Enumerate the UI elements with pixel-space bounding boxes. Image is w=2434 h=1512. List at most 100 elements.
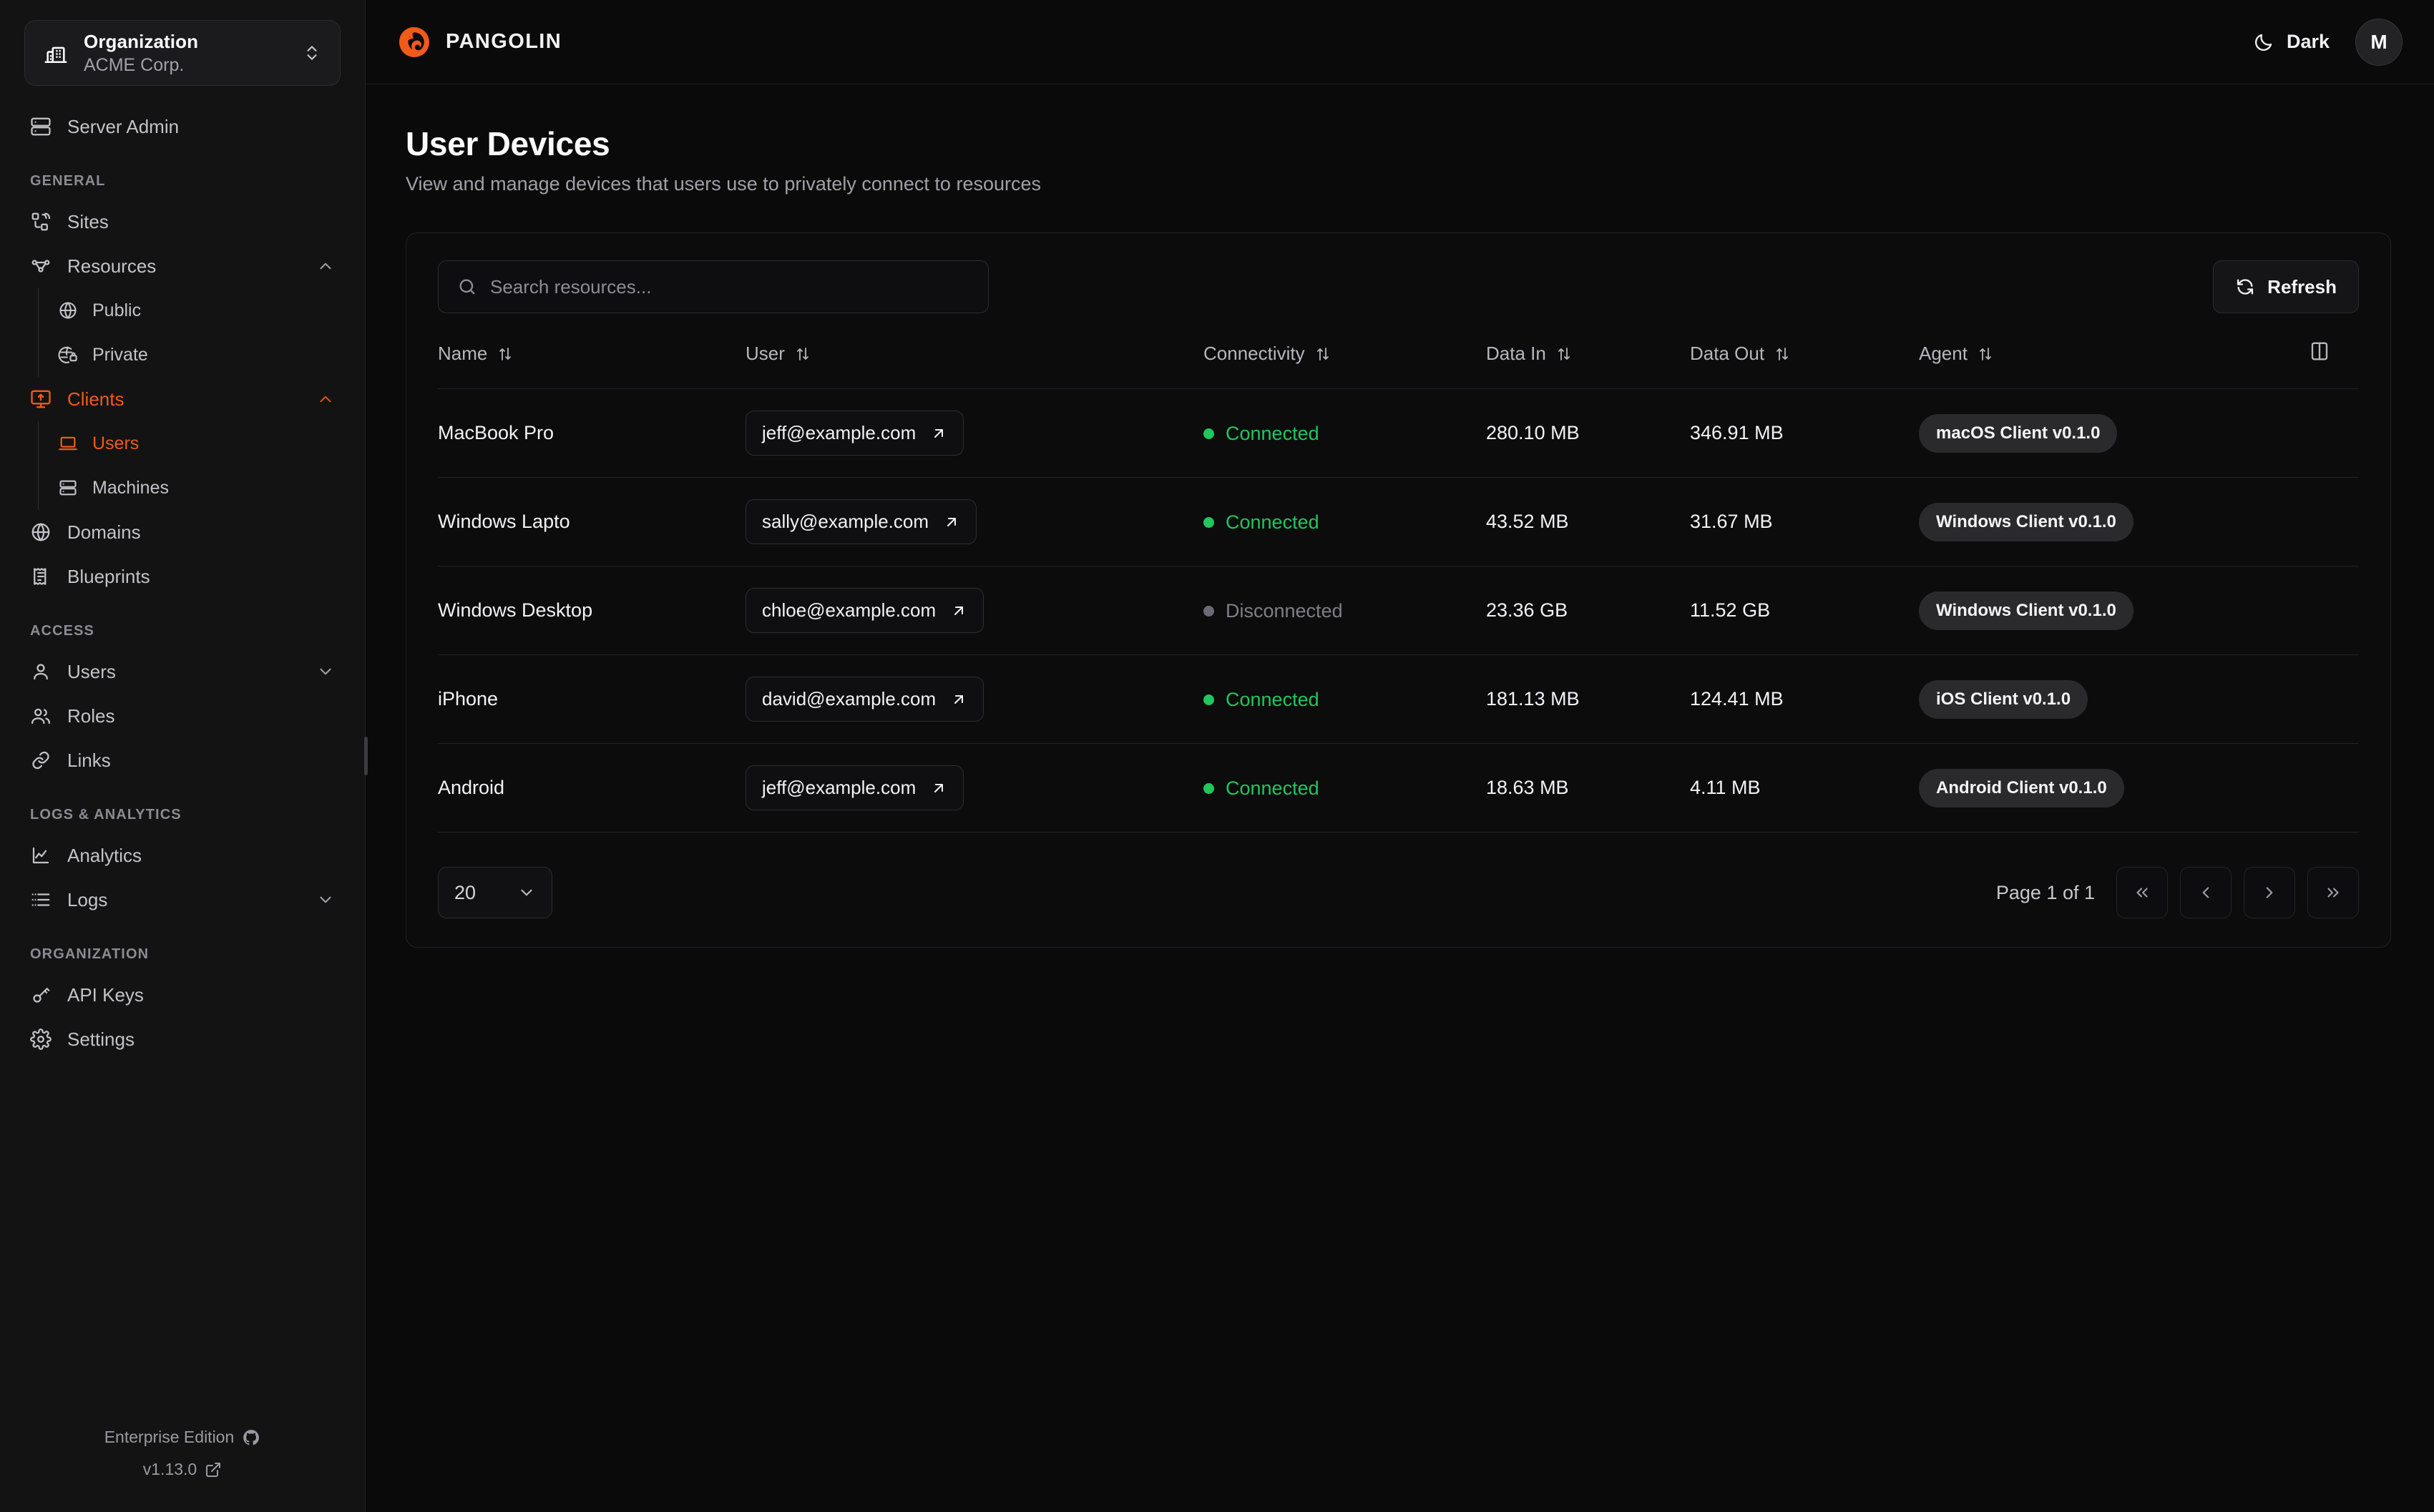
sidebar: Organization ACME Corp. Server Admin [0,0,368,1512]
external-arrow-icon [930,780,947,797]
page-title: User Devices [406,125,610,162]
sidebar-item-blueprints[interactable]: Blueprints [24,554,341,599]
avatar[interactable]: M [2355,18,2403,66]
agent-badge: iOS Client v0.1.0 [1919,679,2088,719]
user-link[interactable]: david@example.com [746,677,984,722]
sidebar-nav: Server Admin GENERAL Sites [0,104,365,1061]
cell-tools [2309,388,2359,478]
sidebar-item-server-admin[interactable]: Server Admin [24,104,341,149]
sidebar-item-resources[interactable]: Resources [24,244,341,288]
next-page-button[interactable] [2244,867,2295,918]
user-link[interactable]: jeff@example.com [746,765,964,810]
sidebar-item-machines[interactable]: Machines [52,466,341,510]
first-page-button[interactable] [2116,867,2168,918]
cell-tools [2309,743,2359,833]
chevron-down-icon[interactable] [316,890,335,909]
sidebar-item-api-keys[interactable]: API Keys [24,973,341,1017]
column-header-data-in: Data In [1486,340,1690,389]
columns-icon[interactable] [2309,340,2330,362]
globe-icon [30,521,52,543]
sidebar-item-label: Analytics [67,844,142,866]
sidebar-item-private[interactable]: Private [52,333,341,377]
cell-agent: Windows Client v0.1.0 [1919,477,2309,566]
devices-table: Name User [438,340,2359,833]
chevron-up-icon[interactable] [316,390,335,408]
status-label: Disconnected [1226,599,1343,622]
user-link[interactable]: chloe@example.com [746,588,984,633]
status-badge: Connected [1203,511,1319,534]
chevron-down-icon[interactable] [316,662,335,681]
search-input[interactable] [490,275,969,298]
cell-connectivity: Connected [1203,743,1486,833]
page-subtitle: View and manage devices that users use t… [406,173,1041,195]
chart-line-icon [30,845,52,866]
refresh-button[interactable]: Refresh [2213,260,2359,313]
sidebar-item-public[interactable]: Public [52,288,341,333]
sidebar-item-settings[interactable]: Settings [24,1017,341,1061]
column-label: Connectivity [1203,343,1305,364]
key-icon [30,984,52,1006]
sidebar-item-label: Server Admin [67,115,180,137]
sidebar-item-links[interactable]: Links [24,738,341,782]
table-body: MacBook Pro jeff@example.com [438,388,2359,833]
cell-agent: macOS Client v0.1.0 [1919,388,2309,478]
sidebar-item-sites[interactable]: Sites [24,200,341,244]
sidebar-item-label: API Keys [67,983,144,1006]
sort-control-data-out[interactable]: Data Out [1690,343,1791,365]
external-arrow-icon [930,425,947,442]
cell-data-out: 31.67 MB [1690,477,1919,566]
sidebar-item-domains[interactable]: Domains [24,510,341,554]
avatar-initial: M [2370,30,2387,53]
sidebar-item-label: Blueprints [67,565,150,587]
table-row[interactable]: iPhone david@example.com [438,654,2359,744]
sort-control-user[interactable]: User [746,343,811,365]
sidebar-group-organization: ORGANIZATION [30,946,150,962]
sidebar-item-analytics[interactable]: Analytics [24,833,341,878]
table-row[interactable]: MacBook Pro jeff@example.com [438,388,2359,478]
column-label: Data Out [1690,343,1765,364]
sidebar-item-label: Users [67,660,116,682]
user-link[interactable]: sally@example.com [746,499,977,544]
org-switcher[interactable]: Organization ACME Corp. [24,20,341,86]
sort-control-connectivity[interactable]: Connectivity [1203,343,1331,365]
prev-page-button[interactable] [2180,867,2232,918]
sidebar-resize-handle[interactable] [364,737,368,775]
sort-arrows-icon [1774,345,1791,363]
chevron-up-icon[interactable] [316,257,335,275]
version-link[interactable]: v1.13.0 [143,1460,222,1479]
user-link[interactable]: jeff@example.com [746,411,964,456]
sort-control-data-in[interactable]: Data In [1486,343,1573,365]
devices-card: Refresh Name [406,232,2391,948]
pangolin-logo [397,25,431,59]
page-size-select[interactable]: 20 [438,867,552,918]
table-row[interactable]: Android jeff@example.com [438,743,2359,833]
sort-control-agent[interactable]: Agent [1919,343,1994,365]
search-box[interactable] [438,260,989,313]
status-badge: Disconnected [1203,600,1343,622]
sort-control-name[interactable]: Name [438,343,514,365]
sidebar-item-label: Resources [67,255,157,277]
cell-data-in: 280.10 MB [1486,388,1690,478]
table-row[interactable]: Windows Desktop chloe@example.com [438,566,2359,655]
brand-logo[interactable]: PANGOLIN [397,25,562,59]
cell-name: Windows Lapto [438,477,746,566]
sidebar-item-users-clients[interactable]: Users [52,421,341,466]
user-email: jeff@example.com [762,777,917,798]
edition-link[interactable]: Enterprise Edition [104,1428,261,1447]
column-header-name: Name [438,340,746,389]
table-row[interactable]: Windows Lapto sally@example.com [438,477,2359,566]
sidebar-item-logs[interactable]: Logs [24,878,341,922]
card-toolbar: Refresh [438,260,2359,313]
theme-toggle[interactable]: Dark [2253,31,2330,53]
refresh-icon [2235,277,2255,297]
sidebar-item-label: Users [92,433,140,453]
sidebar-item-roles[interactable]: Roles [24,694,341,738]
sidebar-item-clients[interactable]: Clients [24,377,341,421]
last-page-button[interactable] [2307,867,2359,918]
cell-user: chloe@example.com [746,566,1203,655]
sidebar-item-users-access[interactable]: Users [24,649,341,694]
pagination-right: Page 1 of 1 [1996,867,2359,918]
resources-icon [30,255,52,277]
user-email: sally@example.com [762,511,929,532]
sidebar-item-label: Private [92,344,148,365]
